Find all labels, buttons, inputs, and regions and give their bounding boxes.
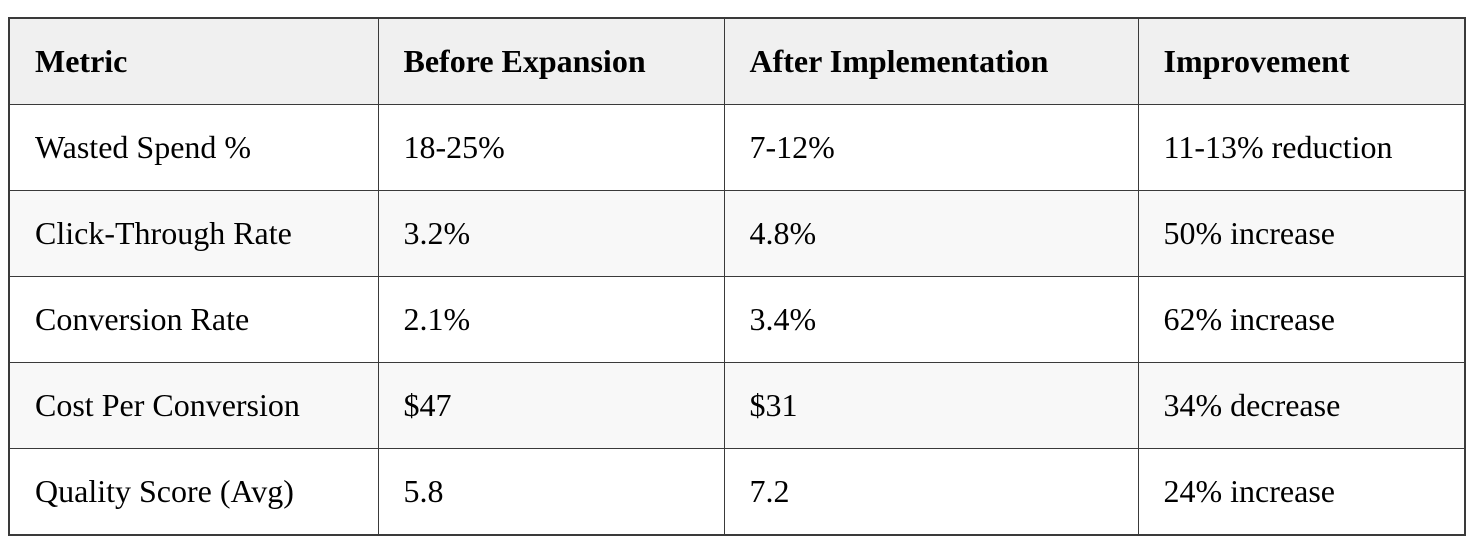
- table-row-wasted-spend: Wasted Spend % 18-25% 7-12% 11-13% reduc…: [8, 104, 1466, 191]
- cell-before-value: 2.1%: [377, 276, 725, 363]
- cell-after-value: 7-12%: [723, 104, 1139, 191]
- cell-after-value: $31: [723, 362, 1139, 449]
- cell-improvement-value: 62% increase: [1137, 276, 1466, 363]
- column-header-after-implementation: After Implementation: [723, 17, 1139, 105]
- table-row-click-through-rate: Click-Through Rate 3.2% 4.8% 50% increas…: [8, 190, 1466, 277]
- cell-metric-name: Conversion Rate: [8, 276, 379, 363]
- cell-improvement-value: 11-13% reduction: [1137, 104, 1466, 191]
- table-row-cost-per-conversion: Cost Per Conversion $47 $31 34% decrease: [8, 362, 1466, 449]
- cell-before-value: $47: [377, 362, 725, 449]
- cell-before-value: 5.8: [377, 448, 725, 536]
- cell-metric-name: Wasted Spend %: [8, 104, 379, 191]
- column-header-before-expansion: Before Expansion: [377, 17, 725, 105]
- cell-metric-name: Click-Through Rate: [8, 190, 379, 277]
- cell-improvement-value: 24% increase: [1137, 448, 1466, 536]
- cell-before-value: 3.2%: [377, 190, 725, 277]
- header-row: Metric Before Expansion After Implementa…: [8, 17, 1466, 105]
- table-row-quality-score: Quality Score (Avg) 5.8 7.2 24% increase: [8, 448, 1466, 536]
- column-header-improvement: Improvement: [1137, 17, 1466, 105]
- cell-after-value: 3.4%: [723, 276, 1139, 363]
- cell-metric-name: Cost Per Conversion: [8, 362, 379, 449]
- cell-improvement-value: 50% increase: [1137, 190, 1466, 277]
- cell-after-value: 7.2: [723, 448, 1139, 536]
- table-row-conversion-rate: Conversion Rate 2.1% 3.4% 62% increase: [8, 276, 1466, 363]
- cell-after-value: 4.8%: [723, 190, 1139, 277]
- cell-metric-name: Quality Score (Avg): [8, 448, 379, 536]
- metrics-comparison-table: Metric Before Expansion After Implementa…: [8, 17, 1466, 536]
- cell-before-value: 18-25%: [377, 104, 725, 191]
- cell-improvement-value: 34% decrease: [1137, 362, 1466, 449]
- column-header-metric: Metric: [8, 17, 379, 105]
